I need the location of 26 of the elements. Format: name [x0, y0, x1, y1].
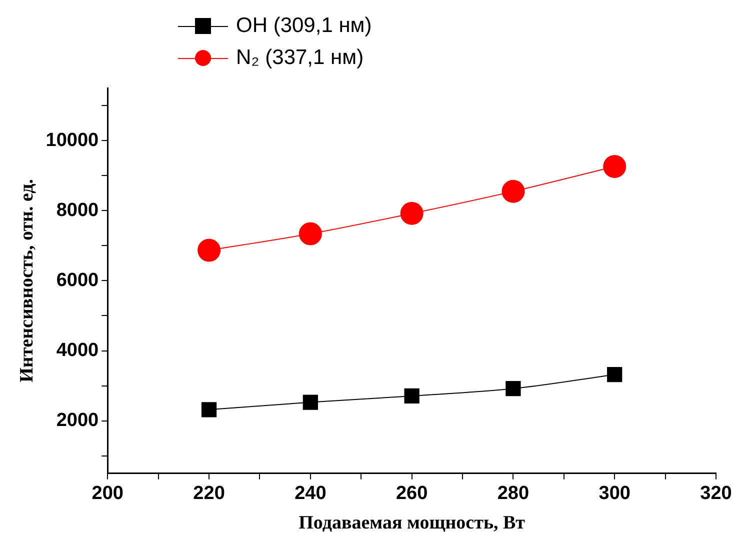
y-tick-label: 2000	[56, 410, 99, 432]
y-tick-label: 10000	[46, 130, 99, 151]
x-tick-label: 320	[700, 483, 732, 504]
y-tick-label: 6000	[56, 270, 99, 291]
y-tick-label: 8000	[56, 200, 99, 221]
x-tick-label: 300	[598, 483, 630, 504]
x-tick-label: 200	[92, 483, 124, 504]
point	[400, 202, 424, 225]
y-tick-label: 4000	[56, 340, 99, 362]
legend-label: OH (309,1 нм)	[236, 14, 372, 38]
point	[298, 222, 322, 246]
legend-label: N₂ (337,1 нм)	[236, 46, 364, 70]
point	[198, 238, 221, 262]
point	[506, 381, 521, 396]
point	[607, 367, 622, 382]
point	[502, 180, 525, 203]
point	[404, 388, 420, 404]
x-tick-label: 240	[294, 483, 326, 504]
x-axis-title: Подаваемая мощность, Вт	[298, 512, 526, 534]
point	[302, 394, 318, 410]
point	[603, 154, 626, 178]
x-tick-label: 260	[396, 483, 428, 504]
point	[201, 402, 217, 418]
x-tick-label: 280	[497, 483, 530, 504]
x-tick-label: 220	[193, 483, 225, 504]
y-axis-title: Интенсивность, отн. ед.	[16, 178, 38, 382]
